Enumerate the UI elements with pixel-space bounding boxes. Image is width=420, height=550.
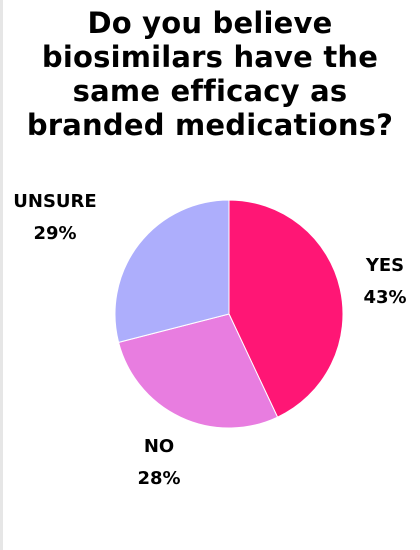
chart-title-line-4: branded medications? (26, 108, 394, 142)
chart-title-line-3: same efficacy as (72, 74, 348, 108)
chart-title: Do you believe biosimilars have the same… (20, 6, 400, 142)
chart-title-line-1: Do you believe (87, 6, 333, 40)
slice-value-unsure: 29% (33, 223, 76, 244)
slice-value-no: 28% (137, 468, 180, 489)
pie-slice-no (117, 313, 279, 429)
pie-slices (114, 199, 344, 429)
left-border (0, 0, 3, 550)
pie-slice-unsure (114, 199, 230, 343)
slice-label-yes: YES (365, 255, 404, 276)
slice-value-yes: 43% (363, 287, 406, 308)
chart-title-line-2: biosimilars have the (41, 40, 379, 74)
slice-label-no: NO (144, 436, 174, 457)
slice-label-unsure: UNSURE (13, 191, 96, 212)
pie-slice-yes (228, 199, 344, 418)
